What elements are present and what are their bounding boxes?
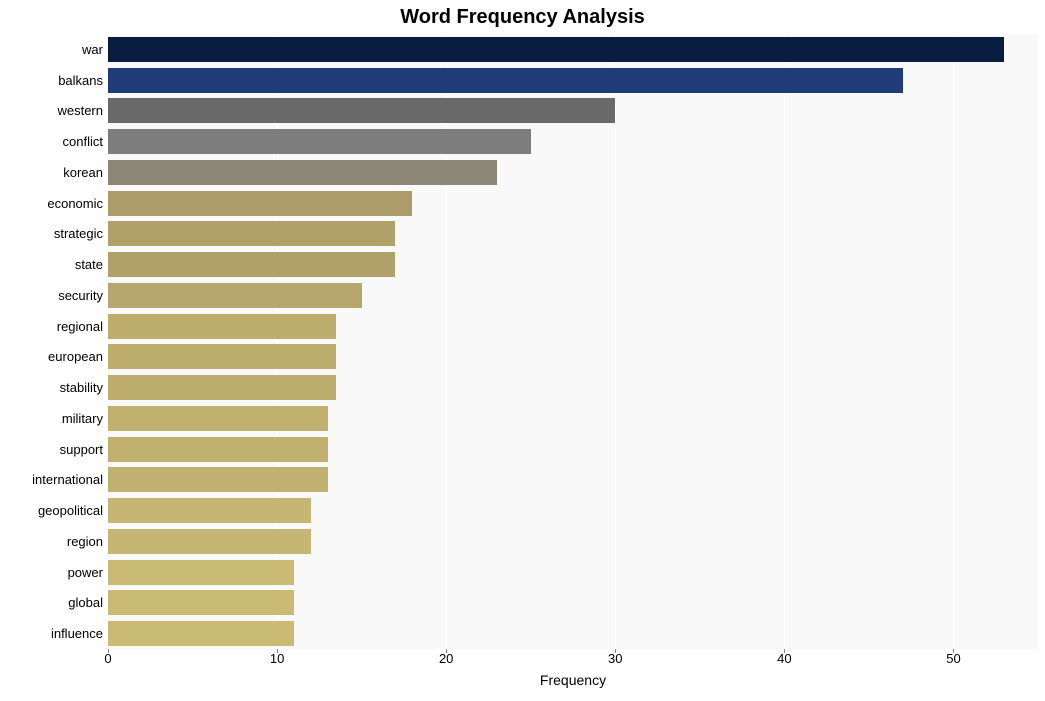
x-tick-mark: [277, 649, 278, 653]
bar: [108, 344, 336, 369]
y-tick-label: western: [3, 98, 103, 123]
y-tick-label: stability: [3, 375, 103, 400]
x-tick-label: 40: [777, 651, 791, 666]
x-tick-mark: [108, 649, 109, 653]
bar: [108, 621, 294, 646]
bar: [108, 221, 395, 246]
bar: [108, 191, 412, 216]
x-tick-label: 10: [270, 651, 284, 666]
x-tick-mark: [615, 649, 616, 653]
y-tick-label: geopolitical: [3, 498, 103, 523]
bar: [108, 252, 395, 277]
bar: [108, 129, 531, 154]
x-tick-label: 30: [608, 651, 622, 666]
bar: [108, 467, 328, 492]
bar: [108, 68, 903, 93]
y-tick-label: korean: [3, 160, 103, 185]
y-tick-label: regional: [3, 314, 103, 339]
y-tick-label: security: [3, 283, 103, 308]
gridline: [615, 34, 616, 649]
x-tick-label: 20: [439, 651, 453, 666]
y-tick-label: international: [3, 467, 103, 492]
bar: [108, 37, 1004, 62]
bar: [108, 529, 311, 554]
y-tick-label: power: [3, 560, 103, 585]
bar: [108, 314, 336, 339]
y-tick-label: military: [3, 406, 103, 431]
y-tick-label: region: [3, 529, 103, 554]
bar: [108, 437, 328, 462]
x-tick-label: 0: [104, 651, 111, 666]
y-tick-label: state: [3, 252, 103, 277]
y-tick-label: war: [3, 37, 103, 62]
x-axis-label: Frequency: [108, 672, 1038, 688]
y-tick-label: global: [3, 590, 103, 615]
bar: [108, 406, 328, 431]
y-tick-label: european: [3, 344, 103, 369]
gridline: [277, 34, 278, 649]
y-tick-label: influence: [3, 621, 103, 646]
bar: [108, 560, 294, 585]
gridline: [784, 34, 785, 649]
word-frequency-chart: Word Frequency Analysis Frequency 0 10 20 3…: [0, 0, 1045, 701]
bar: [108, 498, 311, 523]
plot-area: [108, 34, 1038, 649]
bar: [108, 375, 336, 400]
y-tick-label: support: [3, 437, 103, 462]
chart-title: Word Frequency Analysis: [0, 6, 1045, 29]
y-tick-label: strategic: [3, 221, 103, 246]
bar: [108, 283, 362, 308]
bar: [108, 590, 294, 615]
x-tick-mark: [784, 649, 785, 653]
x-tick-label: 50: [946, 651, 960, 666]
gridline: [953, 34, 954, 649]
gridline: [446, 34, 447, 649]
bar: [108, 98, 615, 123]
x-tick-mark: [953, 649, 954, 653]
bar: [108, 160, 497, 185]
y-tick-label: balkans: [3, 68, 103, 93]
y-tick-label: conflict: [3, 129, 103, 154]
y-tick-label: economic: [3, 191, 103, 216]
x-tick-mark: [446, 649, 447, 653]
